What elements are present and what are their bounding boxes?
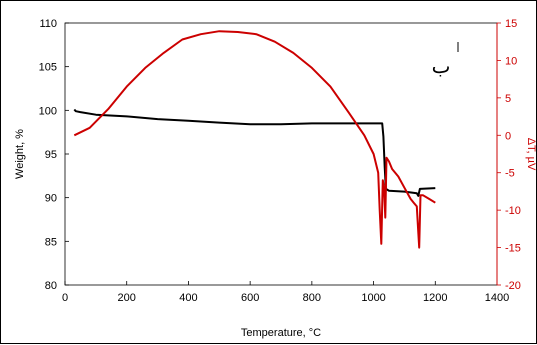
x-tick-label: 600 xyxy=(241,292,259,304)
y-tick-label: 90 xyxy=(45,193,57,205)
y2-tick-label: 0 xyxy=(505,130,511,142)
x-tick-label: 1400 xyxy=(485,292,509,304)
y2-tick-label: -20 xyxy=(505,280,521,292)
x-tick-label: 200 xyxy=(118,292,136,304)
x-axis-title: Temperature, °C xyxy=(241,327,321,339)
plot-area xyxy=(64,22,498,286)
y-tick-label: 110 xyxy=(39,18,57,30)
y2-tick-label: -10 xyxy=(505,205,521,217)
y2-axis-ticks: -20 -15 -10 -5 0 5 10 15 xyxy=(497,18,521,292)
y2-tick-label: -15 xyxy=(505,243,521,255)
x-axis-ticks: 0 200 400 600 800 1000 1200 1400 xyxy=(62,281,509,304)
x-tick-label: 800 xyxy=(303,292,321,304)
y-axis-ticks: 80 85 90 95 100 105 110 xyxy=(39,18,69,292)
y-tick-label: 105 xyxy=(39,62,57,74)
y2-axis-title: ΔT, µV xyxy=(525,138,537,171)
x-tick-label: 1000 xyxy=(361,292,385,304)
x-tick-label: 1200 xyxy=(423,292,447,304)
y-axis-title: Weight, % xyxy=(14,129,26,179)
x-tick-label: 0 xyxy=(62,292,68,304)
y-tick-label: 85 xyxy=(45,236,57,248)
series-layer xyxy=(73,30,436,249)
annotation-label: ب xyxy=(432,54,451,78)
y2-tick-label: 10 xyxy=(505,55,517,67)
y2-tick-label: -5 xyxy=(505,168,515,180)
dta-series-line xyxy=(73,30,436,249)
x-tick-label: 400 xyxy=(179,292,197,304)
y-tick-label: 95 xyxy=(45,149,57,161)
y2-tick-label: 5 xyxy=(505,93,511,105)
weight-series-line xyxy=(73,108,436,197)
y-tick-label: 100 xyxy=(39,105,57,117)
y2-tick-label: 15 xyxy=(505,18,517,30)
y-tick-label: 80 xyxy=(45,280,57,292)
